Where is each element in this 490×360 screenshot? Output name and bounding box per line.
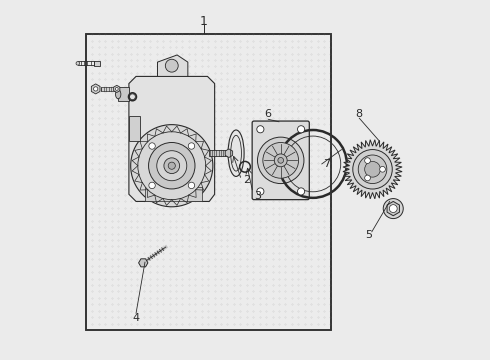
Circle shape: [263, 143, 298, 178]
Text: 7: 7: [323, 159, 331, 169]
FancyBboxPatch shape: [252, 121, 309, 200]
Circle shape: [257, 188, 264, 195]
Text: 6: 6: [265, 109, 272, 119]
Circle shape: [365, 158, 370, 163]
Circle shape: [115, 87, 118, 90]
Circle shape: [148, 143, 195, 189]
Polygon shape: [343, 140, 402, 199]
Polygon shape: [225, 149, 233, 157]
Polygon shape: [145, 187, 202, 202]
Polygon shape: [387, 202, 399, 216]
Circle shape: [365, 175, 370, 181]
Circle shape: [258, 137, 304, 184]
Bar: [209, 150, 229, 156]
Circle shape: [188, 143, 195, 149]
Circle shape: [257, 126, 264, 133]
Bar: [86, 33, 331, 330]
Circle shape: [353, 149, 392, 189]
Text: 8: 8: [356, 109, 363, 119]
Circle shape: [297, 188, 305, 195]
Ellipse shape: [228, 130, 244, 176]
Circle shape: [380, 166, 386, 172]
Circle shape: [358, 155, 387, 184]
Circle shape: [76, 62, 79, 65]
Polygon shape: [114, 85, 120, 93]
Circle shape: [94, 87, 98, 91]
Circle shape: [274, 154, 287, 167]
Polygon shape: [157, 55, 188, 76]
Circle shape: [278, 157, 284, 163]
Polygon shape: [139, 259, 148, 267]
Circle shape: [149, 143, 155, 149]
Circle shape: [188, 182, 195, 189]
Polygon shape: [94, 61, 99, 66]
Text: 4: 4: [132, 312, 140, 323]
Circle shape: [157, 151, 187, 181]
Ellipse shape: [116, 90, 121, 99]
Circle shape: [164, 158, 180, 174]
Polygon shape: [91, 84, 100, 94]
Circle shape: [149, 182, 155, 189]
Polygon shape: [118, 87, 129, 102]
Text: 5: 5: [365, 230, 372, 240]
Polygon shape: [129, 116, 140, 141]
Text: 1: 1: [200, 14, 208, 27]
Circle shape: [168, 162, 175, 169]
Circle shape: [365, 161, 380, 177]
Circle shape: [131, 125, 213, 207]
Bar: [100, 87, 117, 91]
Circle shape: [165, 59, 178, 72]
Text: 3: 3: [254, 191, 261, 201]
Circle shape: [383, 199, 403, 219]
Bar: [86, 33, 331, 330]
Circle shape: [297, 126, 305, 133]
Polygon shape: [129, 76, 215, 202]
Circle shape: [390, 204, 397, 212]
Text: 2: 2: [243, 175, 250, 185]
Circle shape: [138, 132, 206, 200]
